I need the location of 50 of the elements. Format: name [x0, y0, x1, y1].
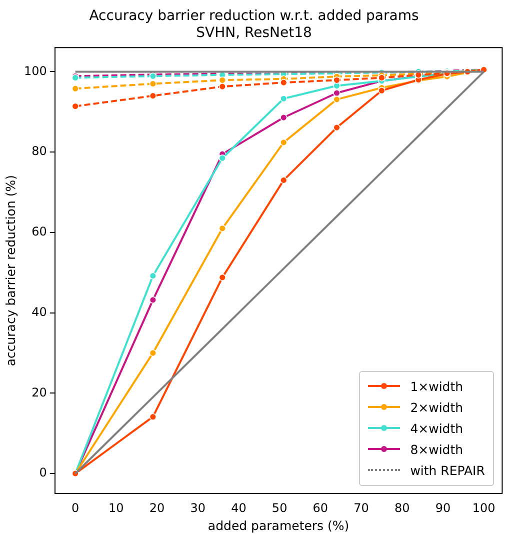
- point: [149, 92, 157, 100]
- point: [72, 102, 79, 110]
- legend-label: 1×width: [410, 378, 464, 394]
- point: [378, 74, 386, 82]
- y-tick-label: 40: [32, 304, 47, 319]
- point: [333, 89, 340, 97]
- point: [378, 86, 386, 94]
- y-tick-label: 80: [32, 144, 47, 158]
- point: [280, 114, 288, 122]
- x-tick-label: 40: [231, 500, 246, 515]
- y-tick-label: 20: [32, 385, 47, 400]
- x-tick-label: 80: [394, 500, 410, 515]
- point: [218, 76, 226, 84]
- x-tick-label: 60: [312, 500, 328, 515]
- point: [218, 82, 226, 90]
- x-tick-label: 0: [72, 500, 80, 515]
- point: [149, 349, 157, 357]
- legend-label: 8×width: [410, 442, 464, 457]
- chart-subtitle: SVHN, ResNet18: [196, 24, 312, 41]
- x-tick-label: 10: [108, 500, 124, 515]
- x-tick-label: 70: [354, 500, 369, 515]
- point: [218, 224, 226, 232]
- point: [149, 272, 157, 280]
- point: [149, 413, 157, 420]
- point: [280, 95, 288, 102]
- point: [333, 96, 340, 104]
- point: [149, 296, 157, 304]
- y-tick-label: 0: [39, 466, 47, 480]
- point: [218, 154, 226, 162]
- point: [333, 124, 340, 132]
- point: [280, 78, 288, 86]
- y-tick-label: 60: [32, 224, 47, 239]
- x-tick-label: 100: [472, 500, 496, 515]
- x-tick-label: 50: [272, 500, 288, 515]
- legend-label: 2×width: [410, 400, 464, 415]
- point: [72, 84, 79, 92]
- legend-label: 4×width: [410, 420, 464, 436]
- point: [280, 176, 288, 184]
- x-axis-title: added parameters (%): [208, 518, 350, 533]
- chart-title: Accuracy barrier reduction w.r.t. added params: [89, 8, 419, 24]
- x-tick-label: 20: [149, 500, 165, 515]
- legend-label: with REPAIR: [410, 462, 485, 478]
- point: [333, 76, 340, 84]
- x-tick-label: 30: [190, 500, 206, 515]
- y-axis-title: accuracy barrier reduction (%): [2, 175, 18, 366]
- point: [218, 274, 226, 282]
- y-tick-label: 100: [24, 64, 47, 78]
- point: [149, 80, 157, 88]
- x-tick-label: 90: [435, 500, 451, 515]
- point: [280, 138, 288, 146]
